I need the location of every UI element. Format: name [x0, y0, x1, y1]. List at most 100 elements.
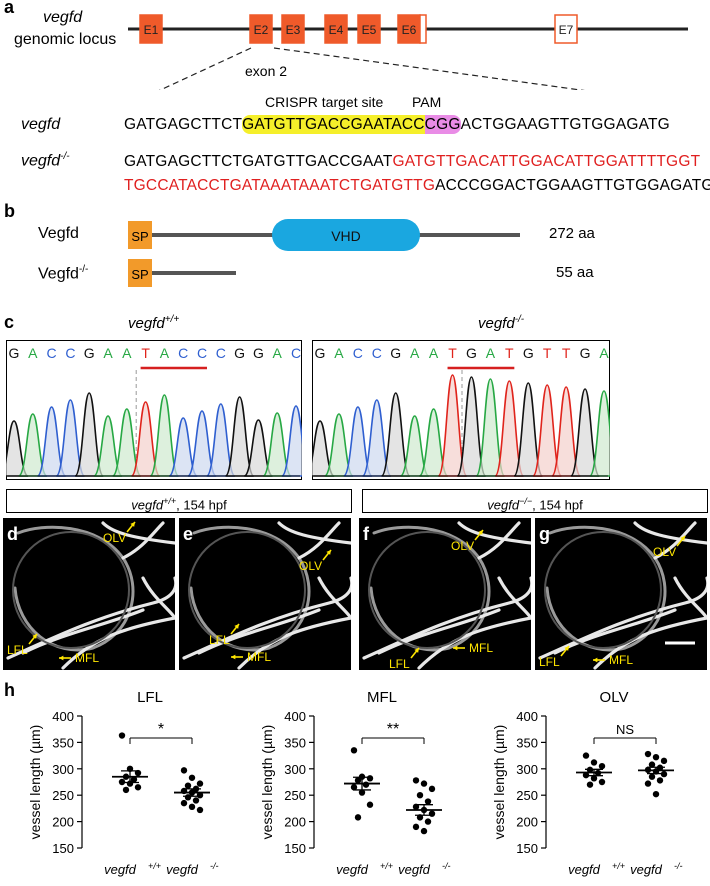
base-call: G — [580, 345, 591, 361]
panel-c-label: c — [4, 312, 15, 332]
sp-domain-mut — [128, 259, 152, 287]
y-tick-label: 250 — [284, 788, 306, 803]
data-point — [598, 778, 606, 786]
vhd-domain — [272, 219, 420, 251]
exon-label: E3 — [286, 23, 301, 37]
data-point — [180, 799, 188, 807]
base-call: A — [599, 345, 609, 361]
exon-e2 — [249, 14, 273, 44]
panel-letter: d — [7, 524, 18, 544]
vessel-label: LFL — [389, 657, 410, 670]
exon-e3 — [281, 14, 305, 44]
data-point — [134, 784, 142, 791]
exon-e5 — [357, 14, 381, 44]
chrom-wt-title: vegfd+/+ — [128, 314, 180, 332]
exon-e7 — [554, 14, 578, 44]
data-point — [122, 786, 130, 794]
data-point — [188, 774, 196, 781]
x-category-label: vegfd — [630, 862, 663, 877]
y-tick-label: 150 — [284, 841, 306, 856]
y-tick-label: 150 — [52, 841, 74, 856]
data-point — [416, 792, 424, 799]
micrograph-e: e OLV LFL MFL — [179, 518, 351, 670]
pam-label: PAM — [412, 94, 442, 110]
exon-label: E1 — [144, 23, 159, 37]
data-point — [366, 801, 374, 808]
vessel-label: MFL — [247, 650, 271, 664]
x-category-label: vegfd — [336, 862, 369, 877]
data-point — [582, 752, 590, 759]
chart-title: LFL — [137, 689, 163, 706]
base-call: C — [291, 345, 301, 361]
base-call: T — [141, 345, 150, 361]
micrograph-d: d OLV LFL MFL — [3, 518, 175, 670]
base-call: A — [486, 345, 496, 361]
data-point — [424, 798, 432, 805]
data-point — [412, 823, 420, 831]
y-tick-label: 200 — [516, 815, 538, 830]
panel-letter: g — [539, 524, 550, 544]
wt-length: 272 aa — [549, 225, 595, 242]
wt-seq-label: vegfd — [21, 116, 61, 133]
y-tick-label: 300 — [52, 762, 74, 777]
y-tick-label: 250 — [516, 788, 538, 803]
x-category-label: vegfd — [166, 862, 199, 877]
x-category-sup: +/+ — [612, 861, 625, 871]
base-call: A — [160, 345, 170, 361]
exon-label: E6 — [402, 23, 417, 37]
protein-diagram: SP VHD SP — [128, 219, 520, 287]
mut-length: 55 aa — [556, 264, 594, 281]
data-point — [660, 757, 668, 765]
y-tick-label: 300 — [284, 762, 306, 777]
exon-label: E7 — [559, 23, 574, 37]
data-point — [358, 789, 366, 796]
x-category-sup: -/- — [674, 861, 683, 871]
vessel — [317, 576, 351, 620]
exon-label: E4 — [329, 23, 344, 37]
base-call: G — [523, 345, 534, 361]
panel-a-label: a — [4, 0, 15, 17]
vessel — [297, 521, 341, 560]
eye-outline — [12, 531, 130, 649]
panel-letter: e — [183, 524, 193, 544]
panel-letter: f — [363, 524, 370, 544]
vessel-label: MFL — [609, 653, 633, 667]
vessel — [633, 521, 707, 545]
chart-title: OLV — [600, 689, 629, 706]
vessel — [477, 521, 521, 560]
base-call: A — [410, 345, 420, 361]
data-point — [362, 781, 370, 788]
y-tick-label: 300 — [516, 762, 538, 777]
base-call: G — [234, 345, 245, 361]
base-call: A — [103, 345, 113, 361]
x-category-label: vegfd — [104, 862, 137, 877]
data-point — [350, 784, 358, 791]
eye-outline — [188, 531, 306, 649]
base-call: C — [353, 345, 363, 361]
y-tick-label: 400 — [52, 709, 74, 724]
base-call: C — [216, 345, 226, 361]
y-tick-label: 350 — [284, 735, 306, 750]
y-tick-label: 250 — [52, 788, 74, 803]
base-call: G — [315, 345, 326, 361]
data-point — [590, 759, 598, 766]
base-call: G — [9, 345, 20, 361]
eye-outline — [544, 531, 662, 649]
x-category-sup: -/- — [442, 861, 451, 871]
mut-protein-label: Vegfd-/- — [38, 264, 89, 283]
vessel-label: MFL — [75, 651, 99, 665]
base-call: C — [65, 345, 75, 361]
y-axis-label: vessel length (µm) — [491, 725, 507, 840]
seq-pre: GATGAGCTTCT — [124, 116, 243, 133]
exon-label: E2 — [254, 23, 269, 37]
base-call: C — [178, 345, 188, 361]
vessel — [237, 616, 351, 670]
base-call: C — [197, 345, 207, 361]
crispr-target: GATGTTGACCGAATACC — [242, 115, 425, 134]
data-point — [412, 777, 420, 784]
mut-sequence-line2: TGCCATACCTGATAAATAAATCTGATGTTGACCCGGACTG… — [124, 177, 710, 194]
vessel-label: OLV — [103, 531, 126, 545]
base-call: G — [84, 345, 95, 361]
data-point — [656, 777, 664, 784]
